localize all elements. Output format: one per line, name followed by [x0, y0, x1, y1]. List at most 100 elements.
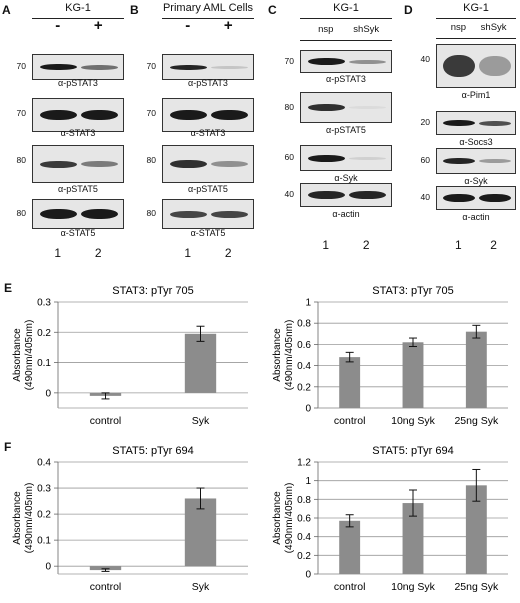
- lane-number: 2: [94, 246, 102, 260]
- chart-title: STAT3: pTyr 705: [112, 285, 194, 297]
- blot-strip: [300, 183, 392, 207]
- protein-band: [80, 209, 118, 219]
- lane-header: +: [93, 17, 103, 34]
- bar: [184, 498, 217, 567]
- antibody-label: α-pSTAT5: [326, 125, 366, 135]
- y-tick-label: 0: [45, 562, 51, 573]
- header-rule: [162, 18, 254, 19]
- protein-band: [40, 160, 78, 168]
- lane-rule: [436, 38, 516, 39]
- lane-number: 2: [224, 246, 232, 260]
- antibody-label: α-Syk: [334, 173, 358, 183]
- protein-band: [80, 64, 118, 70]
- y-tick-label: 0.4: [297, 361, 311, 372]
- mw-marker: 70: [16, 61, 26, 71]
- bar: [339, 520, 361, 574]
- x-tick-label: Syk: [192, 581, 210, 593]
- panel-letter-d: D: [404, 3, 413, 17]
- blot-strip: [32, 54, 124, 80]
- blot-strip: [32, 98, 124, 132]
- y-axis-label-line: (490nm/405nm): [284, 483, 295, 554]
- protein-band: [210, 65, 248, 69]
- x-tick-label: 25ng Syk: [454, 581, 499, 593]
- panel-header: KG-1: [333, 2, 359, 14]
- protein-band: [478, 159, 511, 163]
- header-rule: [436, 18, 516, 19]
- blot-strip: [300, 145, 392, 171]
- blot-strip: [162, 145, 254, 183]
- bar: [339, 357, 361, 408]
- header-rule: [32, 18, 124, 19]
- antibody-label: α-actin: [332, 209, 360, 219]
- mw-marker: 70: [146, 108, 156, 118]
- lane-header: -: [55, 17, 61, 34]
- y-tick-label: 0.8: [297, 319, 311, 330]
- panel-header: KG-1: [463, 2, 489, 14]
- mw-marker: 80: [146, 208, 156, 218]
- protein-band: [348, 156, 386, 160]
- y-tick-label: 0: [305, 570, 311, 581]
- mw-marker: 40: [420, 192, 430, 202]
- antibody-label: α-pSTAT5: [188, 184, 228, 194]
- mw-marker: 70: [146, 61, 156, 71]
- bar: [465, 331, 487, 408]
- y-axis-label-line: Absorbance: [12, 491, 23, 545]
- x-tick-label: 25ng Syk: [454, 415, 499, 427]
- protein-band: [348, 191, 386, 199]
- blot-strip: [300, 50, 392, 73]
- y-tick-label: 0.1: [37, 358, 51, 369]
- panel-letter-e: E: [4, 281, 13, 295]
- y-tick-label: 0.4: [297, 532, 311, 543]
- protein-band: [443, 120, 476, 126]
- antibody-label: α-pSTAT3: [326, 74, 366, 84]
- x-tick-label: 10ng Syk: [391, 581, 436, 593]
- protein-band: [308, 104, 346, 111]
- lane-number: 2: [490, 238, 497, 252]
- y-tick-label: 0.4: [37, 458, 51, 469]
- protein-band: [478, 56, 511, 76]
- x-tick-label: Syk: [192, 415, 210, 427]
- chart-e-right: STAT3: pTyr 705 Absorbance(490nm/405nm) 0 0…: [272, 285, 508, 427]
- x-tick-label: 10ng Syk: [391, 415, 436, 427]
- mw-marker: 60: [420, 155, 430, 165]
- antibody-label: α-actin: [462, 212, 490, 222]
- chart-title: STAT3: pTyr 705: [372, 285, 454, 297]
- lane-number: 1: [322, 238, 330, 252]
- antibody-label: α-STAT3: [60, 128, 96, 138]
- protein-band: [308, 191, 346, 199]
- y-tick-label: 0.3: [37, 484, 51, 495]
- protein-band: [170, 160, 208, 168]
- blot-strip: [162, 98, 254, 132]
- antibody-label: α-STAT5: [190, 228, 226, 238]
- antibody-label: α-STAT3: [190, 128, 226, 138]
- protein-band: [40, 209, 78, 219]
- protein-band: [40, 64, 78, 70]
- protein-band: [80, 110, 118, 120]
- x-tick-label: control: [90, 415, 122, 427]
- panel-letter-b: B: [130, 3, 139, 17]
- protein-band: [478, 194, 511, 202]
- mw-marker: 70: [16, 108, 26, 118]
- lane-header: -: [185, 17, 191, 34]
- y-tick-label: 0: [305, 404, 311, 415]
- chart-f-right: STAT5: pTyr 694 Absorbance(490nm/405nm) 0 0…: [272, 445, 508, 593]
- mw-marker: 40: [284, 189, 294, 199]
- protein-band: [170, 110, 208, 120]
- protein-band: [210, 161, 248, 167]
- antibody-label: α-Socs3: [459, 137, 493, 147]
- antibody-label: α-pSTAT3: [58, 78, 98, 88]
- lane-rule: [300, 40, 392, 41]
- blot-strip: [436, 111, 516, 135]
- x-tick-label: control: [334, 581, 366, 593]
- blot-strip: [300, 92, 392, 123]
- y-axis-label: Absorbance(490nm/405nm): [272, 320, 295, 391]
- bar: [184, 333, 217, 393]
- lane-number: 1: [54, 246, 62, 260]
- y-axis-label: Absorbance(490nm/405nm): [12, 483, 35, 554]
- protein-band: [348, 106, 386, 109]
- mw-marker: 40: [420, 54, 430, 64]
- blot-strip: [32, 145, 124, 183]
- lane-header: +: [223, 17, 233, 34]
- protein-band: [308, 58, 346, 65]
- y-axis-label-line: Absorbance: [272, 491, 283, 545]
